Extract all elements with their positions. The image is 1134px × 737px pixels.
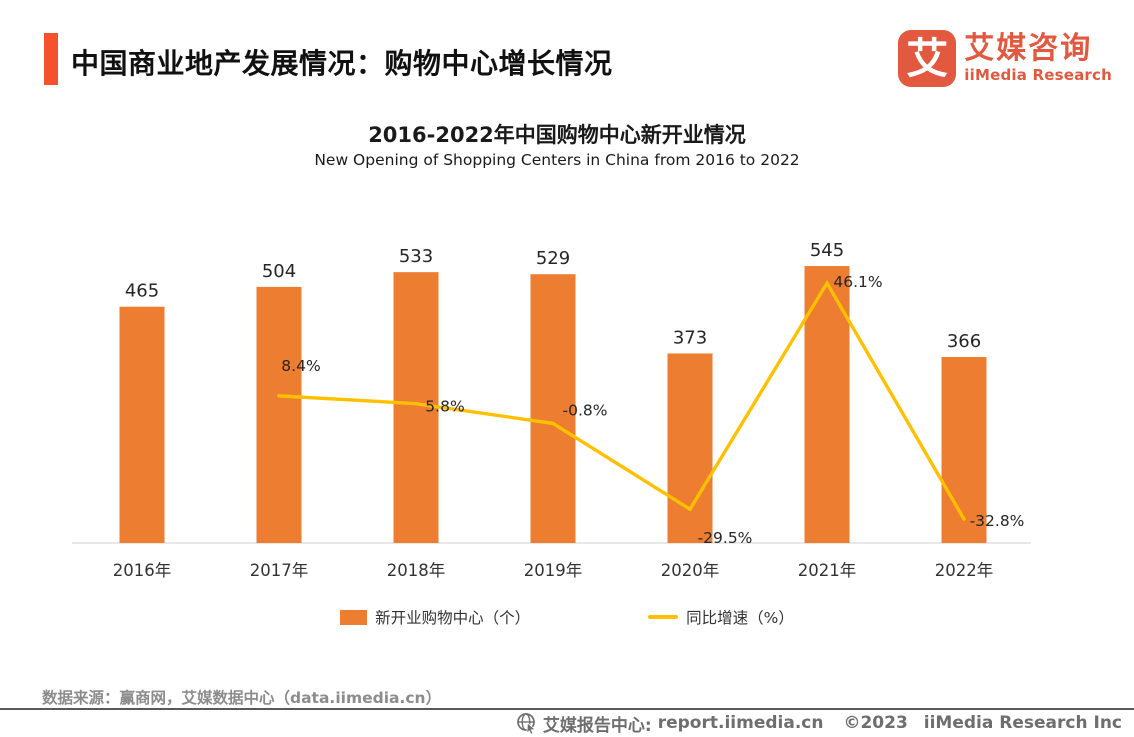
title-accent-bar <box>44 33 58 85</box>
line-legend-swatch-icon <box>648 615 679 619</box>
chart-title: 2016-2022年中国购物中心新开业情况 <box>368 123 746 147</box>
legend-label-line: 同比增速（%） <box>686 609 794 627</box>
logo-brand-cn: 艾媒咨询 <box>964 30 1093 66</box>
growth-rate-line <box>277 279 966 521</box>
bottom-bar-label: 艾媒报告中心: <box>542 715 652 736</box>
bar-2019年 <box>530 274 576 543</box>
chart-legend: 新开业购物中心（个） 同比增速（%） <box>0 605 1134 629</box>
bar-value-label: 529 <box>536 248 570 269</box>
growth-value-label: -32.8% <box>970 512 1025 530</box>
iimedia-logo-icon: 艾 <box>898 30 957 87</box>
bar-value-label: 545 <box>810 240 844 261</box>
data-source-note: 数据来源：赢商网，艾媒数据中心（data.iimedia.cn） <box>42 689 442 707</box>
bar-value-label: 533 <box>399 246 433 267</box>
x-axis-label: 2022年 <box>935 561 994 580</box>
growth-value-label: -29.5% <box>698 529 753 547</box>
x-axis-label: 2019年 <box>524 561 583 580</box>
x-axis-label: 2016年 <box>113 561 172 580</box>
growth-value-label: 8.4% <box>281 357 320 375</box>
bar-value-label: 465 <box>125 281 159 302</box>
growth-value-label: 5.8% <box>425 398 464 416</box>
page-title: 中国商业地产发展情况：购物中心增长情况 <box>71 47 613 80</box>
bottom-bar: 艾媒报告中心: report.iimedia.cn ©2023 iiMedia … <box>516 712 1122 736</box>
logo-wordmark: 艾媒咨询 iiMedia Research <box>964 30 1112 84</box>
x-axis-label: 2018年 <box>387 561 446 580</box>
bar-2016年 <box>119 306 165 543</box>
logo-mark-glyph: 艾 <box>906 33 949 83</box>
bar-2017年 <box>256 286 302 543</box>
bar-2018年 <box>393 272 439 543</box>
growth-value-label: -0.8% <box>563 401 608 419</box>
growth-value-label: 46.1% <box>833 273 882 291</box>
bar-value-label: 504 <box>262 261 296 282</box>
chart-subtitle: New Opening of Shopping Centers in China… <box>314 151 800 169</box>
iimedia-logo: 艾 艾媒咨询 iiMedia Research <box>898 30 1112 87</box>
bar-value-label: 373 <box>673 327 707 348</box>
bottom-bar-url: report.iimedia.cn <box>657 713 824 733</box>
legend-label-bars: 新开业购物中心（个） <box>375 609 531 627</box>
globe-cursor-icon <box>517 712 536 735</box>
footer-divider <box>0 708 1134 710</box>
bar-2022年 <box>941 357 987 543</box>
bar-legend-swatch-icon <box>340 609 368 625</box>
x-axis-label: 2020年 <box>661 561 720 580</box>
legend-item-line: 同比增速（%） <box>648 606 794 628</box>
bottom-bar-copyright: ©2023 <box>843 713 908 733</box>
x-axis-label: 2017年 <box>250 561 309 580</box>
logo-brand-en: iiMedia Research <box>964 65 1112 84</box>
bottom-bar-company: iiMedia Research Inc <box>923 713 1122 733</box>
bar-2020年 <box>667 353 713 543</box>
bar-value-label: 366 <box>947 331 981 352</box>
x-axis-label: 2021年 <box>798 561 857 580</box>
legend-item-bars: 新开业购物中心（个） <box>340 606 530 628</box>
